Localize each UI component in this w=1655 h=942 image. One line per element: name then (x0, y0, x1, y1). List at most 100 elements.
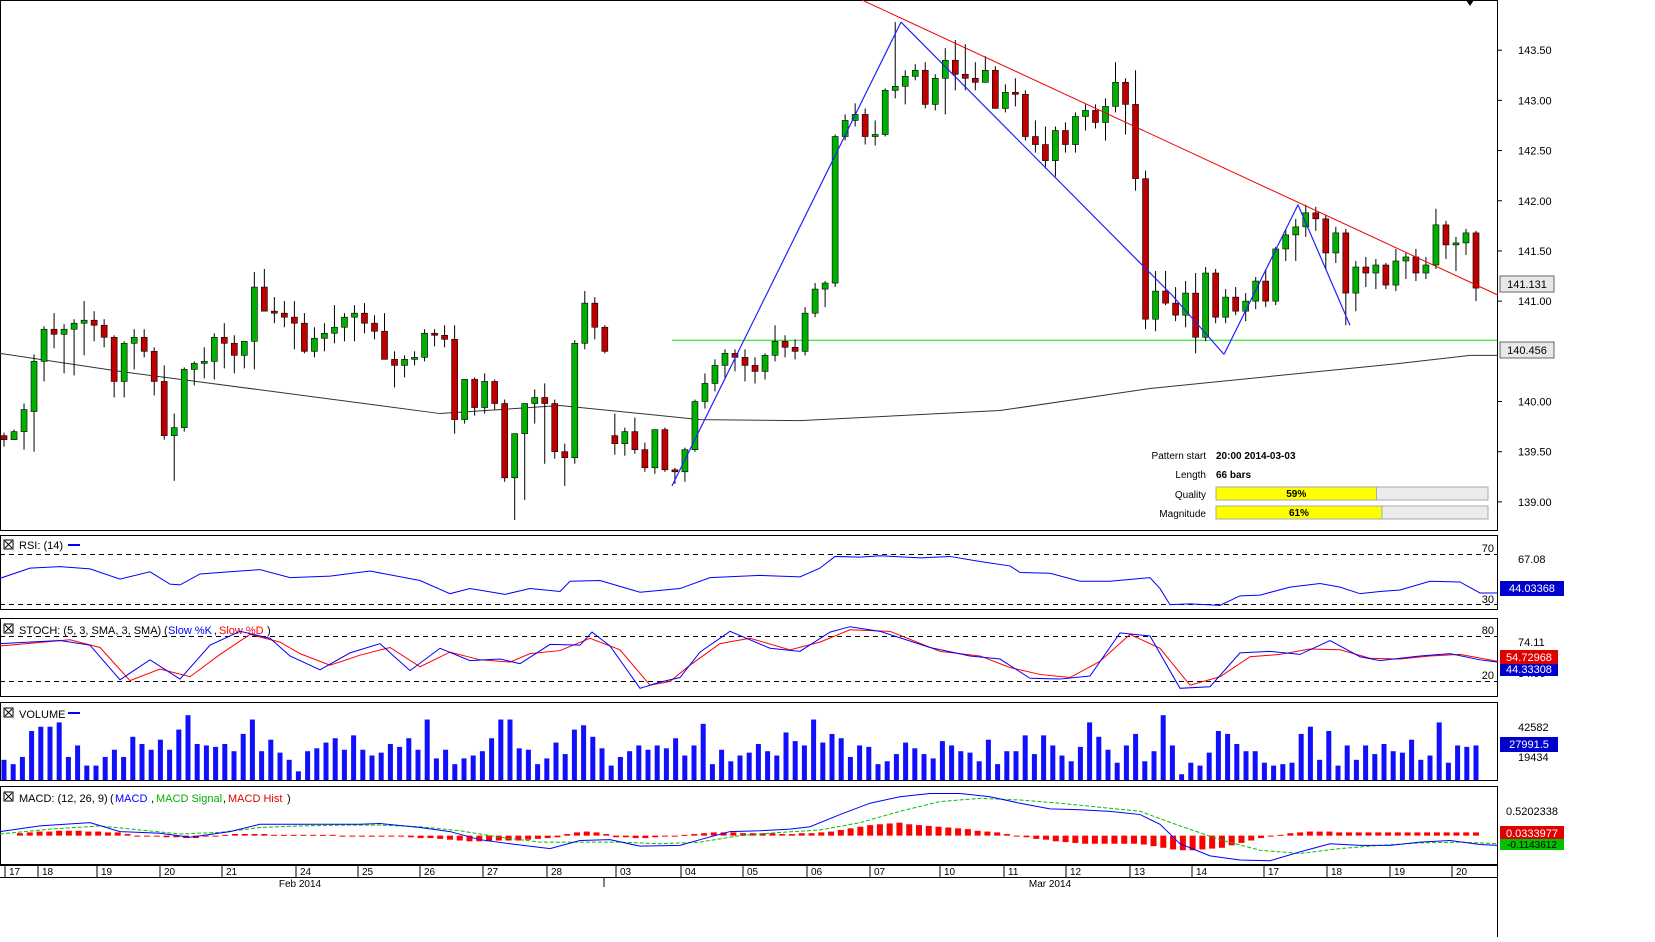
candle (541, 383, 549, 464)
candle-body (631, 431, 639, 450)
macd-panel (0, 786, 1498, 865)
volume-bar (1179, 774, 1185, 780)
candle (861, 108, 869, 145)
candle-body (281, 312, 288, 318)
candle (160, 365, 168, 440)
macd-hist-value: 0.0333977 (1506, 828, 1558, 840)
macd-hist-legend: MACD Hist (228, 793, 282, 805)
macd-hist-bar (1385, 832, 1392, 836)
candle-body (170, 427, 178, 436)
candle-body (992, 69, 999, 109)
candle (241, 340, 248, 369)
volume-bar (1363, 745, 1369, 780)
macd-hist-bar (945, 827, 952, 836)
volume-bar (903, 742, 909, 780)
macd-hist-bar (378, 835, 385, 837)
volume-indicator: VOLUME 42582 19434 27991.5 (1, 707, 1558, 780)
candle (1392, 248, 1400, 292)
macd-hist-bar (1033, 835, 1040, 839)
volume-bar (654, 745, 660, 780)
candle (881, 88, 889, 137)
magnitude-label: Magnitude (1159, 509, 1206, 520)
macd-hist-bar (534, 835, 541, 839)
macd-hist-bar (1082, 835, 1089, 844)
macd-hist-bar (916, 825, 923, 836)
volume-bar (1455, 745, 1461, 780)
candle-body (411, 357, 418, 360)
volume-bar (1307, 726, 1313, 780)
macd-hist-bar (1453, 832, 1460, 836)
candle-body (301, 322, 308, 352)
stoch-level-20: 20 (1482, 670, 1494, 682)
candle-body (331, 326, 338, 334)
volume-bar (1464, 746, 1470, 780)
volume-bar (38, 726, 44, 780)
volume-bar (912, 748, 918, 780)
candle-body (1092, 110, 1099, 123)
macd-hist-bar (1433, 832, 1440, 836)
magnitude-bar-fill (1215, 505, 1383, 520)
pattern-line (900, 21, 1173, 296)
candle (1462, 228, 1470, 255)
macd-hist-bar (671, 835, 678, 837)
candle (621, 427, 629, 456)
volume-bar (1114, 762, 1120, 780)
candle-body (441, 334, 448, 340)
scroll-marker-icon[interactable] (1466, 0, 1474, 6)
candle-body (451, 338, 458, 420)
candle-body (160, 381, 168, 436)
candle (1442, 220, 1450, 259)
candle-body (241, 340, 248, 356)
candle-body (751, 365, 759, 372)
quality-bar-fill (1215, 486, 1377, 501)
macd-hist-bar (710, 832, 717, 836)
candle (571, 340, 579, 464)
candle-body (571, 342, 579, 459)
day-tick-label: 20 (1456, 867, 1468, 878)
volume-bar (608, 765, 614, 780)
macd-hist-bar (212, 835, 219, 837)
candle-body (130, 336, 138, 344)
volume-bar (719, 749, 725, 780)
macd-signal-box (1500, 839, 1564, 850)
candle-body (1272, 248, 1280, 302)
candle (1022, 90, 1029, 141)
candle-body (190, 363, 198, 370)
macd-hist-bar (515, 835, 522, 841)
candle-body (0, 435, 8, 440)
volume-bar (1427, 755, 1433, 780)
candle (461, 379, 468, 424)
volume-bar (295, 771, 301, 780)
candle-body (251, 286, 258, 342)
volume-bar (111, 749, 117, 780)
candle-body (481, 381, 488, 408)
candle (631, 417, 639, 454)
macd-hist-bar (779, 834, 786, 836)
macd-hist-bar (1130, 835, 1137, 844)
macd-hist-bar (329, 834, 336, 836)
candle (611, 413, 619, 455)
volume-bar (148, 749, 154, 780)
candle (10, 429, 18, 440)
macd-hist-bar (1150, 835, 1157, 847)
macd-hist-bar (1199, 835, 1206, 850)
rsi-level-30: 30 (1482, 594, 1494, 606)
volume-bar (1169, 745, 1175, 780)
candle (661, 427, 669, 472)
candle-body (110, 336, 118, 382)
candle (811, 283, 819, 318)
volume-bar (562, 754, 568, 780)
macd-hist-bar (867, 825, 874, 836)
candle (781, 335, 789, 358)
volume-bar (1225, 733, 1231, 780)
candle-body (1082, 110, 1089, 117)
macd-hist-bar (1052, 835, 1059, 842)
volume-bar (985, 739, 991, 780)
candle (521, 403, 529, 500)
candle-body (581, 302, 589, 344)
candle-body (200, 361, 208, 364)
candle (501, 399, 508, 482)
volume-bar (820, 742, 826, 780)
day-tick-label: 13 (1134, 867, 1146, 878)
